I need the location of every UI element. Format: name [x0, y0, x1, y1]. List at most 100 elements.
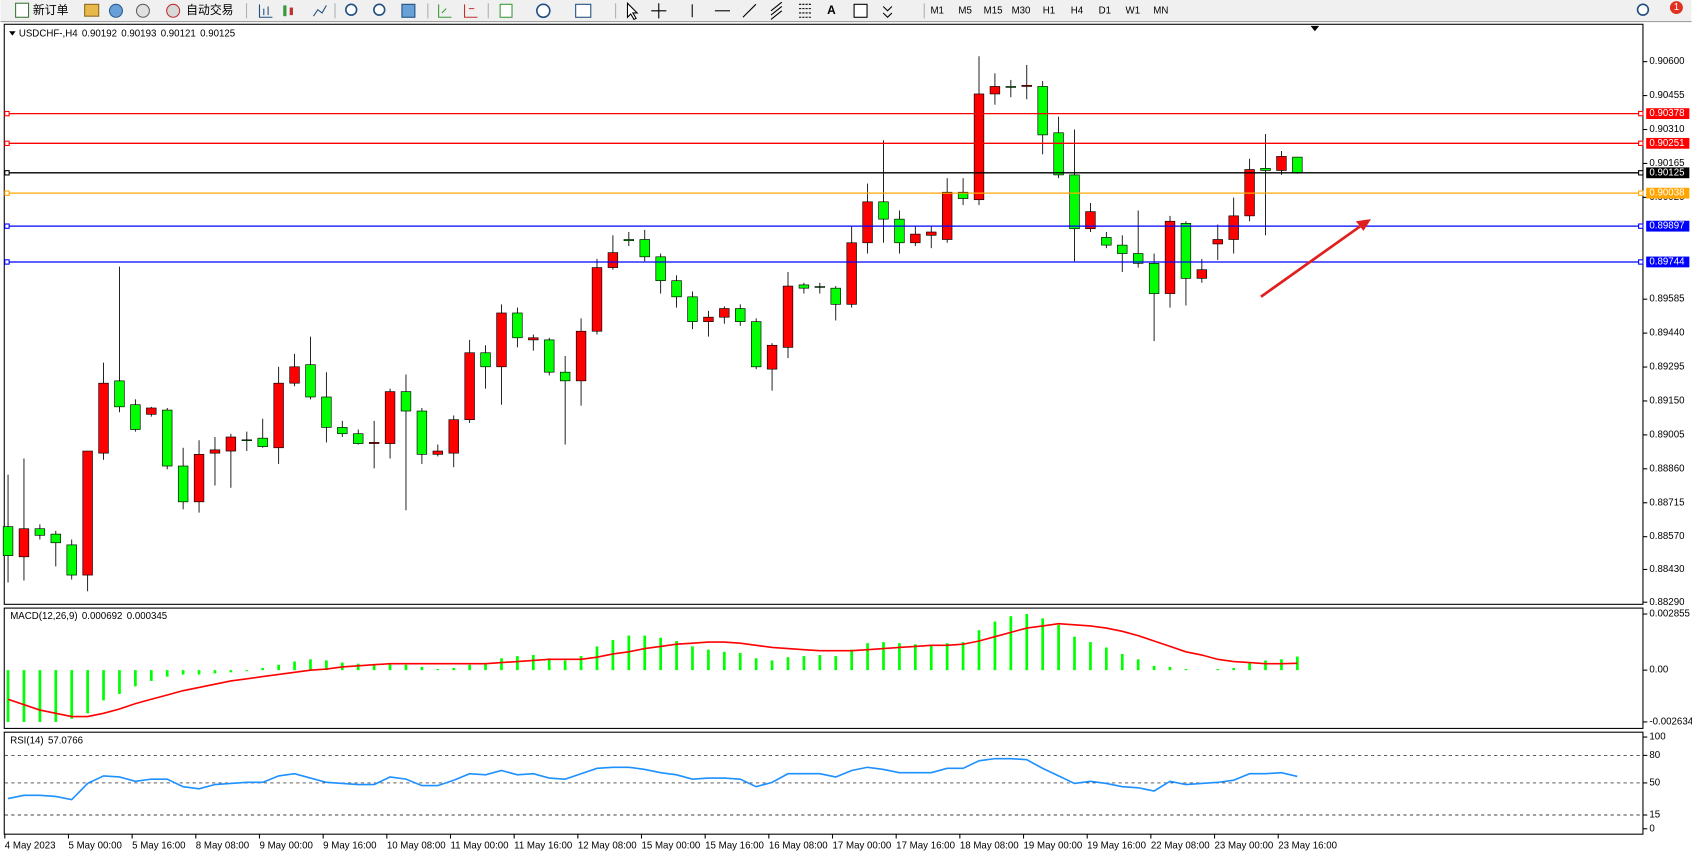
line-handle — [4, 190, 10, 196]
y-tick-label: 0.88290 — [1649, 597, 1685, 608]
crosshair-tool[interactable] — [651, 3, 667, 19]
candle-body — [448, 419, 459, 454]
indicator-header: USDCHF-,H4 0.90192 0.90193 0.90121 0.90125 — [19, 28, 235, 39]
zoom-out-icon[interactable] — [373, 3, 386, 16]
macd-bar — [547, 658, 551, 671]
candle-body — [1164, 220, 1176, 294]
candle-body — [607, 252, 619, 268]
y-tick-label: 50 — [1649, 777, 1660, 788]
macd-bar — [1089, 642, 1092, 671]
line-handle — [1638, 140, 1644, 147]
toolbar-icon[interactable] — [84, 3, 100, 17]
line-handle — [4, 259, 10, 265]
price-label-bg — [1646, 256, 1690, 268]
indicator-header: MACD(12,26,9) 0.000692 0.000345 — [10, 611, 167, 622]
macd-bar — [38, 670, 42, 722]
text-tool[interactable]: A — [827, 3, 836, 17]
annotation-arrow — [1260, 224, 1363, 298]
chart-shift-icon[interactable] — [463, 4, 478, 18]
macd-bar — [54, 670, 58, 722]
timeframe-button[interactable]: MN — [1153, 5, 1168, 16]
macd-bar — [1168, 666, 1172, 671]
auto-trading-icon[interactable] — [166, 3, 181, 18]
candle-body — [910, 233, 921, 244]
timeframe-button[interactable]: D1 — [1099, 5, 1111, 16]
fibonacci-tool[interactable] — [799, 3, 813, 18]
macd-bar — [1009, 616, 1013, 671]
candle-body — [1085, 211, 1096, 230]
periods-icon[interactable] — [536, 3, 551, 19]
candle-body — [1132, 253, 1144, 264]
candle-body — [719, 308, 730, 318]
macd-bar — [372, 664, 376, 671]
notification-badge[interactable] — [1669, 1, 1683, 15]
macd-bar — [882, 642, 885, 671]
line-handle — [1638, 110, 1644, 117]
candle-body — [1196, 269, 1208, 279]
macd-bar — [1184, 669, 1188, 671]
indicators-icon[interactable] — [499, 3, 513, 18]
macd-bar — [754, 658, 758, 671]
candle-body — [798, 284, 810, 289]
macd-bar — [500, 658, 503, 671]
x-tick-label: 16 May 08:00 — [769, 841, 828, 852]
candle-body — [623, 239, 635, 241]
x-tick-label: 5 May 16:00 — [132, 841, 186, 852]
timeframe-button[interactable]: M30 — [1012, 5, 1031, 16]
arrows-tool[interactable] — [882, 6, 893, 19]
candle-body — [1053, 132, 1064, 176]
header-value: 0.90193 — [121, 28, 156, 39]
macd-bar — [1296, 656, 1299, 671]
candle-body — [830, 287, 841, 305]
candle-body — [432, 450, 443, 455]
new-order-icon[interactable] — [15, 2, 30, 18]
search-icon[interactable] — [1636, 3, 1650, 16]
candle-chart-icon[interactable] — [283, 5, 287, 17]
candle-body — [368, 442, 380, 444]
macd-bar — [1073, 636, 1076, 671]
toolbar-icon[interactable] — [135, 3, 150, 18]
candle-body — [559, 371, 571, 382]
line-chart-icon[interactable] — [312, 5, 327, 17]
macd-bar — [516, 656, 519, 671]
candle-body — [1292, 156, 1303, 174]
auto-trading-button[interactable]: 自动交易 — [186, 3, 233, 17]
candle-body — [98, 382, 109, 454]
candle-body — [703, 316, 714, 322]
x-tick-label: 17 May 16:00 — [896, 841, 955, 852]
candle-body — [687, 296, 698, 322]
macd-bar — [388, 663, 392, 671]
candle-body — [34, 528, 46, 536]
symbol-menu-marker[interactable] — [9, 31, 16, 36]
y-tick-label: 0.90310 — [1649, 124, 1685, 135]
candle-body — [2, 526, 14, 556]
candle-body — [1005, 86, 1017, 88]
templates-icon[interactable] — [575, 3, 592, 18]
line-handle — [1638, 190, 1644, 196]
line-handle — [4, 223, 10, 229]
toolbar-icon[interactable] — [108, 3, 123, 18]
macd-bar — [277, 664, 280, 671]
x-tick-label: 12 May 08:00 — [578, 841, 637, 852]
label-tool[interactable] — [853, 3, 868, 18]
tile-icon[interactable] — [401, 3, 416, 18]
candle-body — [528, 337, 539, 341]
y-tick-label: -0.002634 — [1649, 716, 1692, 727]
macd-bar — [102, 670, 105, 701]
cursor-tool[interactable] — [626, 1, 639, 21]
timeframe-button[interactable]: H1 — [1043, 5, 1055, 16]
bar-chart-icon[interactable] — [258, 4, 273, 18]
autoscroll-icon[interactable] — [438, 4, 452, 18]
timeframe-button[interactable]: H4 — [1071, 5, 1084, 16]
candle-chart-icon[interactable] — [289, 7, 293, 16]
timeframe-button[interactable]: M1 — [930, 5, 943, 16]
trendline-tool[interactable] — [742, 3, 757, 18]
macd-bar — [531, 655, 535, 671]
macd-bar — [1232, 667, 1236, 671]
new-order-button[interactable]: 新订单 — [33, 3, 69, 17]
zoom-in-icon[interactable] — [345, 3, 358, 16]
timeframe-button[interactable]: W1 — [1126, 5, 1141, 16]
timeframe-button[interactable]: M15 — [984, 5, 1003, 16]
channel-tool[interactable] — [770, 1, 783, 20]
timeframe-button[interactable]: M5 — [958, 5, 971, 16]
